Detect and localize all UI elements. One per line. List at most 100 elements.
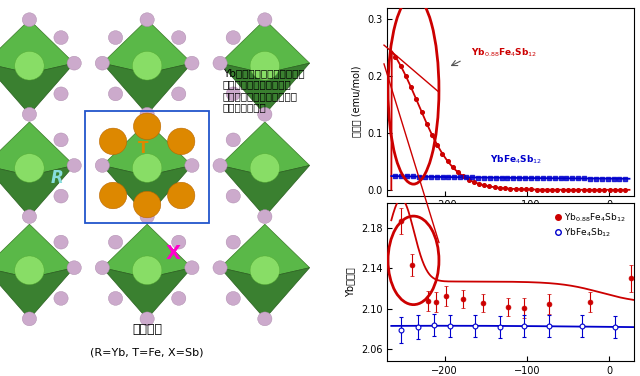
Point xyxy=(557,187,568,193)
Point xyxy=(437,151,447,157)
Circle shape xyxy=(54,189,68,203)
Circle shape xyxy=(54,235,68,249)
Circle shape xyxy=(22,210,36,223)
Y-axis label: Ybの価数: Ybの価数 xyxy=(346,267,355,297)
Point xyxy=(438,174,448,180)
Circle shape xyxy=(172,235,186,249)
Circle shape xyxy=(185,159,199,172)
Point xyxy=(603,176,613,182)
Point xyxy=(414,174,424,180)
Circle shape xyxy=(213,159,227,172)
Text: Yb$_{0.88}$Fe$_4$Sb$_{12}$: Yb$_{0.88}$Fe$_4$Sb$_{12}$ xyxy=(471,47,537,59)
Point xyxy=(502,175,513,181)
Point xyxy=(556,175,566,181)
Circle shape xyxy=(95,56,109,70)
Point xyxy=(568,187,579,193)
Circle shape xyxy=(185,261,199,274)
Point xyxy=(390,173,401,179)
Circle shape xyxy=(99,128,127,155)
Circle shape xyxy=(54,31,68,44)
Point xyxy=(401,73,411,79)
Circle shape xyxy=(108,235,123,249)
Polygon shape xyxy=(0,224,74,278)
Point xyxy=(594,187,604,193)
Point xyxy=(422,121,432,127)
Point xyxy=(543,175,554,181)
Point xyxy=(521,186,531,193)
Point xyxy=(490,184,500,190)
Point xyxy=(526,186,536,193)
Circle shape xyxy=(258,210,272,223)
Circle shape xyxy=(140,108,154,121)
Polygon shape xyxy=(102,122,192,176)
Circle shape xyxy=(168,182,195,209)
Point xyxy=(511,186,521,192)
Text: Ybに欠陥のあるときだけ、
低温での磁化率の急激な
上昇。これと価数の上昇が
対応している。: Ybに欠陥のあるときだけ、 低温での磁化率の急激な 上昇。これと価数の上昇が 対… xyxy=(223,68,304,112)
Circle shape xyxy=(172,189,186,203)
Point xyxy=(468,179,479,185)
Point xyxy=(584,187,594,193)
Point xyxy=(573,187,584,193)
Circle shape xyxy=(258,108,272,121)
Circle shape xyxy=(226,31,241,44)
Circle shape xyxy=(132,52,162,80)
Point xyxy=(591,176,601,182)
Circle shape xyxy=(22,312,36,326)
Point xyxy=(516,186,526,192)
Point xyxy=(455,174,465,180)
Point xyxy=(542,186,552,193)
Circle shape xyxy=(172,87,186,101)
Point xyxy=(579,187,589,193)
Point xyxy=(579,176,589,182)
Point xyxy=(406,85,416,91)
Point xyxy=(417,109,427,115)
Point xyxy=(614,176,625,182)
Point xyxy=(573,176,583,182)
Text: T: T xyxy=(138,141,148,156)
Point xyxy=(589,187,599,193)
Point xyxy=(420,174,430,180)
Circle shape xyxy=(134,113,161,139)
Point xyxy=(448,164,458,170)
Point xyxy=(474,181,484,187)
Circle shape xyxy=(108,31,123,44)
Polygon shape xyxy=(0,165,74,217)
Point xyxy=(396,173,406,179)
Point xyxy=(408,173,418,179)
Circle shape xyxy=(95,159,109,172)
Polygon shape xyxy=(0,268,74,319)
Circle shape xyxy=(258,13,272,27)
Circle shape xyxy=(226,87,241,101)
Point xyxy=(609,176,619,182)
Circle shape xyxy=(226,189,241,203)
Point xyxy=(605,187,615,193)
Point xyxy=(461,174,471,180)
Point xyxy=(463,177,474,183)
Circle shape xyxy=(172,133,186,147)
Point xyxy=(390,54,401,60)
Polygon shape xyxy=(0,63,74,114)
Polygon shape xyxy=(102,268,192,319)
Circle shape xyxy=(22,108,36,121)
Circle shape xyxy=(22,13,36,27)
Point xyxy=(443,158,453,164)
Point xyxy=(538,175,548,181)
Circle shape xyxy=(172,31,186,44)
Circle shape xyxy=(226,291,241,305)
Point xyxy=(402,173,412,179)
Point xyxy=(479,182,490,188)
Point xyxy=(444,174,454,180)
Point xyxy=(596,176,607,182)
Point xyxy=(561,175,572,181)
Text: X: X xyxy=(166,244,180,263)
Polygon shape xyxy=(102,224,192,278)
Polygon shape xyxy=(220,63,310,114)
Point xyxy=(453,170,463,176)
Point xyxy=(484,174,495,180)
Point xyxy=(615,187,625,193)
Circle shape xyxy=(134,191,161,218)
Point xyxy=(426,174,436,180)
Point xyxy=(567,175,577,181)
Point xyxy=(432,142,442,148)
Point xyxy=(550,175,560,181)
